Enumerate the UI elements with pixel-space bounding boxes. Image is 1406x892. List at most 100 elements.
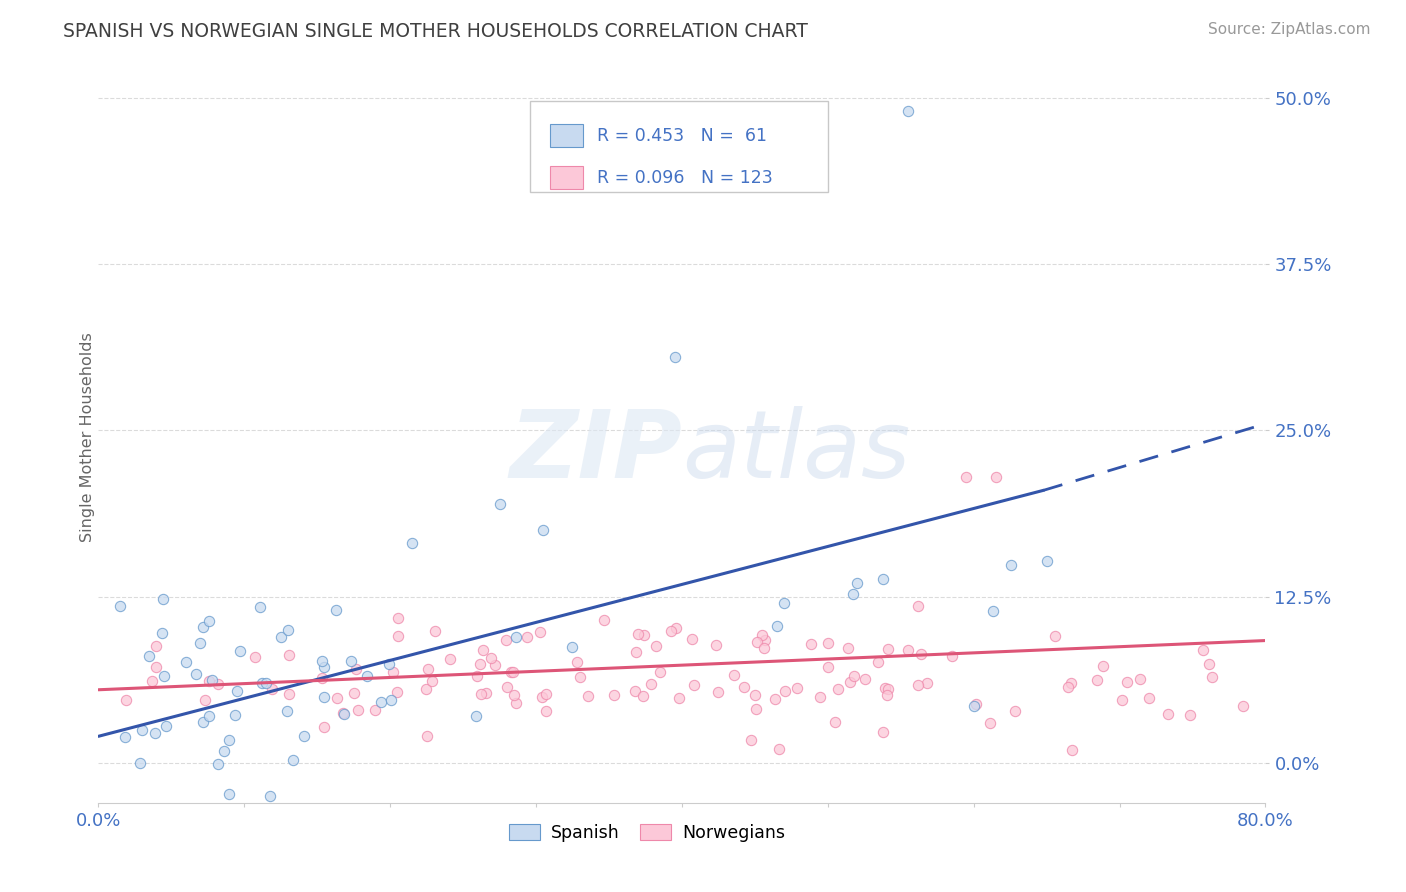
Point — [1198, 657, 1220, 671]
Point — [516, 630, 538, 644]
Point — [201, 673, 224, 687]
Point — [145, 639, 167, 653]
Point — [800, 637, 823, 651]
Point — [624, 645, 647, 659]
Point — [193, 620, 215, 634]
Point — [198, 674, 221, 689]
Point — [786, 681, 808, 695]
Point — [472, 642, 495, 657]
Point — [633, 627, 655, 641]
Point — [468, 657, 491, 672]
Point — [733, 681, 755, 695]
FancyBboxPatch shape — [550, 124, 582, 147]
Point — [292, 729, 315, 743]
Point — [356, 669, 378, 683]
Point — [682, 678, 704, 692]
Point — [152, 591, 174, 606]
Point — [837, 641, 859, 656]
Point — [707, 685, 730, 699]
Point — [277, 648, 299, 662]
Point — [475, 686, 498, 700]
Point — [470, 687, 492, 701]
Point — [479, 650, 502, 665]
Point — [1232, 699, 1254, 714]
Point — [644, 640, 666, 654]
Point — [108, 599, 131, 614]
Point — [382, 665, 405, 680]
Point — [401, 536, 423, 550]
Point — [143, 726, 166, 740]
Point — [1201, 670, 1223, 684]
Point — [763, 691, 786, 706]
Point — [197, 708, 219, 723]
Point — [681, 632, 703, 647]
Point — [191, 714, 214, 729]
Point — [665, 621, 688, 635]
Point — [207, 677, 229, 691]
Point — [745, 702, 768, 716]
Point — [868, 655, 890, 669]
Point — [602, 689, 624, 703]
Point — [640, 677, 662, 691]
Point — [875, 681, 897, 696]
Point — [839, 674, 862, 689]
Point — [1000, 558, 1022, 573]
Point — [422, 674, 444, 689]
Point — [505, 630, 527, 644]
Point — [745, 635, 768, 649]
Point — [276, 705, 298, 719]
Point — [224, 708, 246, 723]
Point — [531, 523, 554, 537]
Point — [339, 654, 361, 668]
Point — [877, 682, 900, 697]
Point — [1157, 706, 1180, 721]
Point — [1129, 672, 1152, 686]
Text: Source: ZipAtlas.com: Source: ZipAtlas.com — [1208, 22, 1371, 37]
Point — [378, 657, 401, 672]
Text: ZIP: ZIP — [509, 406, 682, 498]
Point — [416, 662, 439, 676]
Point — [817, 636, 839, 650]
Point — [1180, 707, 1202, 722]
Point — [496, 680, 519, 694]
Point — [827, 681, 849, 696]
Point — [128, 756, 150, 770]
Point — [907, 599, 929, 613]
Point — [1085, 673, 1108, 688]
Point — [963, 699, 986, 714]
Point — [817, 660, 839, 674]
Point — [744, 688, 766, 702]
Point — [380, 692, 402, 706]
Point — [955, 470, 977, 484]
Point — [1092, 659, 1115, 673]
Point — [312, 720, 335, 734]
Point — [344, 662, 367, 676]
Point — [311, 671, 333, 685]
Point — [131, 723, 153, 737]
FancyBboxPatch shape — [530, 101, 828, 192]
Point — [347, 703, 370, 717]
Y-axis label: Single Mother Households: Single Mother Households — [80, 332, 94, 542]
Point — [664, 351, 686, 365]
Point — [332, 706, 354, 720]
Point — [465, 709, 488, 723]
Point — [1116, 674, 1139, 689]
Point — [1060, 676, 1083, 690]
Point — [1062, 742, 1084, 756]
Point — [503, 688, 526, 702]
Text: SPANISH VS NORWEGIAN SINGLE MOTHER HOUSEHOLDS CORRELATION CHART: SPANISH VS NORWEGIAN SINGLE MOTHER HOUSE… — [63, 22, 808, 41]
Point — [138, 648, 160, 663]
Point — [1056, 680, 1078, 694]
Point — [277, 687, 299, 701]
Point — [262, 682, 284, 697]
Point — [846, 576, 869, 591]
Point — [277, 624, 299, 638]
Point — [207, 757, 229, 772]
Point — [465, 669, 488, 683]
Text: R = 0.096   N = 123: R = 0.096 N = 123 — [596, 169, 772, 187]
Point — [250, 676, 273, 690]
Point — [751, 628, 773, 642]
Point — [704, 638, 727, 652]
Point — [254, 676, 277, 690]
Point — [141, 673, 163, 688]
